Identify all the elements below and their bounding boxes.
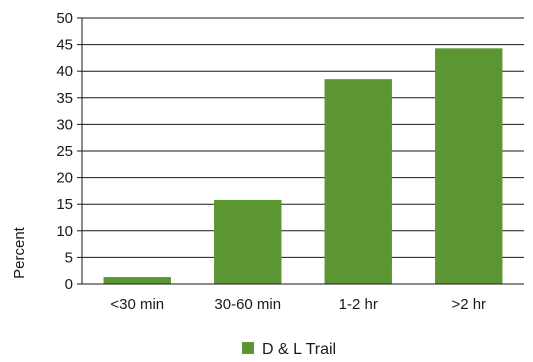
bar xyxy=(435,48,503,284)
x-tick-label: 1-2 hr xyxy=(339,296,378,313)
y-tick-label: 30 xyxy=(56,116,73,133)
y-axis-title: Percent xyxy=(11,226,28,279)
gridlines xyxy=(82,17,524,258)
bar xyxy=(214,199,282,284)
y-tick-label: 50 xyxy=(56,10,73,27)
bar xyxy=(103,277,171,284)
x-tick-label: 30-60 min xyxy=(214,296,281,313)
y-tick-label: 20 xyxy=(56,170,73,187)
legend: D & L Trail xyxy=(242,341,336,358)
x-tick-label: >2 hr xyxy=(451,296,486,313)
x-tick-labels: <30 min 30-60 min 1-2 hr >2 hr xyxy=(110,296,486,313)
y-tick-label: 5 xyxy=(65,249,73,266)
y-tick-label: 45 xyxy=(56,37,73,54)
y-tick-label: 25 xyxy=(56,143,73,160)
x-tick-label: <30 min xyxy=(110,296,164,313)
bar xyxy=(324,79,392,285)
legend-label: D & L Trail xyxy=(262,341,336,358)
legend-swatch xyxy=(242,342,254,354)
y-tick-label: 15 xyxy=(56,196,73,213)
y-tick-label: 0 xyxy=(65,276,73,293)
y-tick-label: 35 xyxy=(56,90,73,107)
y-tick-labels: 0 5 10 15 20 25 30 35 40 45 50 xyxy=(56,10,82,293)
y-tick-label: 40 xyxy=(56,63,73,80)
bars xyxy=(103,48,503,285)
y-tick-label: 10 xyxy=(56,223,73,240)
